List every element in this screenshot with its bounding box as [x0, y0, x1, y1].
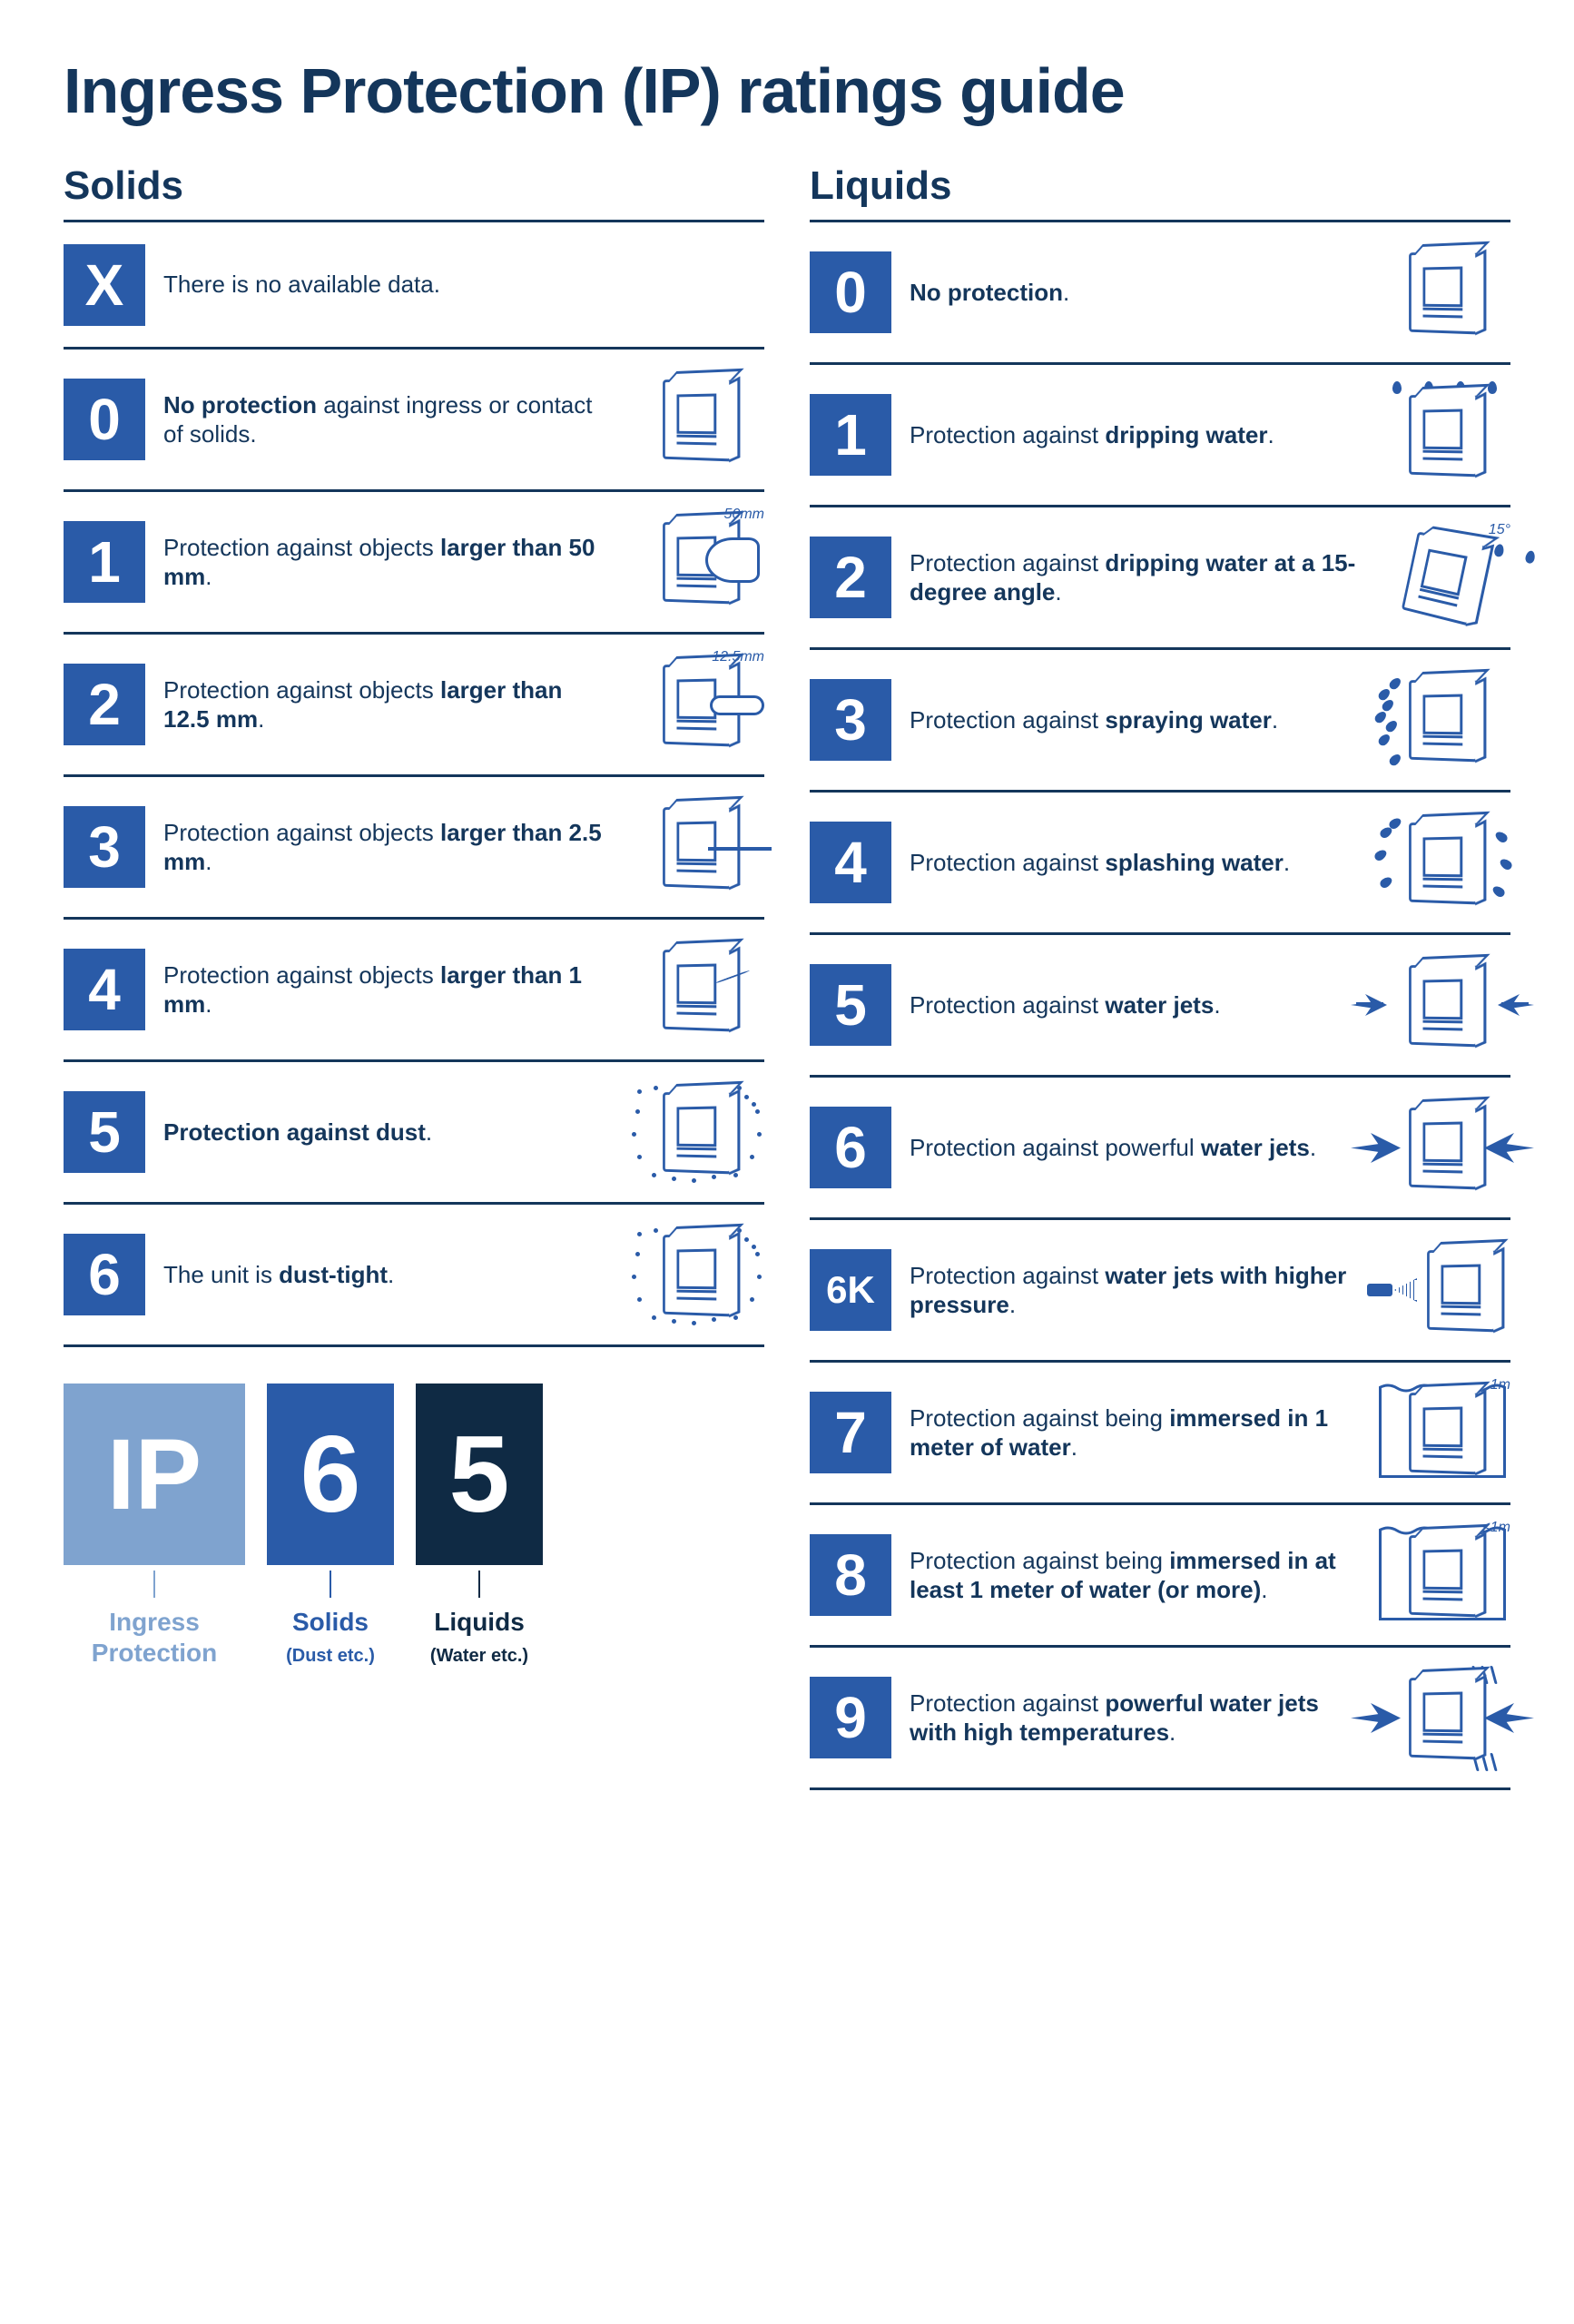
liquids-header: Liquids	[810, 163, 1510, 222]
rating-row: 9 Protection against powerful water jets …	[810, 1648, 1510, 1790]
rating-illustration	[628, 940, 764, 1039]
rating-badge: 6	[64, 1234, 145, 1315]
rating-badge: 1	[64, 521, 145, 603]
rating-badge: 5	[810, 964, 891, 1046]
rating-illustration	[1374, 812, 1510, 912]
legend-liquids: 5 Liquids(Water etc.)	[416, 1384, 543, 1668]
rating-illustration	[1374, 1098, 1510, 1197]
page-title: Ingress Protection (IP) ratings guide	[64, 54, 1510, 127]
rating-desc: Protection against dripping water.	[910, 420, 1356, 450]
rating-desc: Protection against water jets with highe…	[910, 1261, 1356, 1320]
rating-badge: 2	[810, 537, 891, 618]
rating-illustration	[1374, 955, 1510, 1055]
rating-row: 2 Protection against dripping water at a …	[810, 507, 1510, 650]
rating-badge: 4	[64, 949, 145, 1030]
rating-row: 5 Protection against water jets.	[810, 935, 1510, 1078]
rating-badge: 0	[810, 251, 891, 333]
rating-row: 6 Protection against powerful water jets.	[810, 1078, 1510, 1220]
rating-illustration	[628, 797, 764, 897]
rating-desc: Protection against water jets.	[910, 990, 1356, 1020]
rating-illustration	[1374, 670, 1510, 770]
rating-row: 5 Protection against dust.	[64, 1062, 764, 1205]
rating-illustration: 50mm	[628, 512, 764, 612]
rating-desc: Protection against objects larger than 5…	[163, 533, 610, 592]
liquids-column: Liquids 0 No protection. 1 Protection again…	[810, 163, 1510, 1790]
rating-badge: 8	[810, 1534, 891, 1616]
rating-row: 1 Protection against dripping water.	[810, 365, 1510, 507]
solids-header: Solids	[64, 163, 764, 222]
rating-desc: Protection against spraying water.	[910, 705, 1356, 735]
legend-liquids-label: Liquids(Water etc.)	[416, 1607, 543, 1668]
rating-row: 4 Protection against splashing water.	[810, 793, 1510, 935]
rating-row: 4 Protection against objects larger than …	[64, 920, 764, 1062]
legend-solids-label: Solids(Dust etc.)	[267, 1607, 394, 1668]
rating-row: 3 Protection against spraying water.	[810, 650, 1510, 793]
rating-desc: No protection.	[910, 278, 1356, 308]
rating-desc: Protection against being immersed in 1 m…	[910, 1403, 1356, 1462]
rating-illustration: ≤1m	[1374, 1525, 1510, 1625]
rating-desc: Protection against objects larger than 2…	[163, 818, 610, 877]
rating-desc: There is no available data.	[163, 270, 764, 300]
legend-ip: IP IngressProtection	[64, 1384, 245, 1668]
rating-illustration: 12.5mm	[628, 655, 764, 754]
rating-illustration	[1374, 385, 1510, 485]
legend-solids-box: 6	[267, 1384, 394, 1565]
rating-desc: Protection against splashing water.	[910, 848, 1356, 878]
rating-desc: Protection against objects larger than 1…	[163, 960, 610, 1019]
rating-row: 8 Protection against being immersed in at…	[810, 1505, 1510, 1648]
rating-badge: 1	[810, 394, 891, 476]
rating-illustration	[1374, 242, 1510, 342]
rating-badge: 7	[810, 1392, 891, 1473]
rating-row: 2 Protection against objects larger than …	[64, 635, 764, 777]
legend-ip-line	[153, 1571, 155, 1598]
rating-illustration: 1m	[1374, 1383, 1510, 1482]
legend-liquids-box: 5	[416, 1384, 543, 1565]
rating-badge: 0	[64, 379, 145, 460]
rating-row: 6K Protection against water jets with hig…	[810, 1220, 1510, 1363]
solids-column: Solids X There is no available data. 0 No p…	[64, 163, 764, 1790]
rating-desc: No protection against ingress or contact…	[163, 390, 610, 449]
rating-row: 7 Protection against being immersed in 1 …	[810, 1363, 1510, 1505]
rating-row: 0 No protection.	[810, 222, 1510, 365]
rating-badge: 4	[810, 822, 891, 903]
rating-row: 6 The unit is dust-tight.	[64, 1205, 764, 1347]
rating-desc: The unit is dust-tight.	[163, 1260, 610, 1290]
rating-desc: Protection against powerful water jets w…	[910, 1689, 1356, 1748]
rating-illustration: 15°	[1374, 527, 1510, 627]
rating-desc: Protection against dripping water at a 1…	[910, 548, 1356, 607]
columns-wrap: Solids X There is no available data. 0 No p…	[64, 163, 1510, 1790]
legend-liquids-line	[478, 1571, 480, 1598]
rating-illustration	[628, 1225, 764, 1324]
rating-illustration	[628, 369, 764, 469]
legend-solids-line	[330, 1571, 331, 1598]
rating-desc: Protection against being immersed in at …	[910, 1546, 1356, 1605]
rating-desc: Protection against objects larger than 1…	[163, 675, 610, 734]
rating-badge: 6	[810, 1107, 891, 1188]
legend-ip-label: IngressProtection	[64, 1607, 245, 1668]
rating-desc: Protection against dust.	[163, 1118, 610, 1147]
rating-row: X There is no available data.	[64, 222, 764, 350]
rating-badge: 6K	[810, 1249, 891, 1331]
legend-ip-box: IP	[64, 1384, 245, 1565]
rating-desc: Protection against powerful water jets.	[910, 1133, 1356, 1163]
rating-row: 1 Protection against objects larger than …	[64, 492, 764, 635]
rating-row: 0 No protection against ingress or contac…	[64, 350, 764, 492]
rating-badge: 5	[64, 1091, 145, 1173]
rating-badge: 3	[810, 679, 891, 761]
rating-illustration	[628, 1082, 764, 1182]
rating-illustration	[1374, 1668, 1510, 1768]
rating-row: 3 Protection against objects larger than …	[64, 777, 764, 920]
legend-solids: 6 Solids(Dust etc.)	[267, 1384, 394, 1668]
rating-badge: X	[64, 244, 145, 326]
rating-illustration	[1374, 1240, 1510, 1340]
ip-legend: IP IngressProtection 6 Solids(Dust etc.)…	[64, 1356, 764, 1668]
rating-badge: 3	[64, 806, 145, 888]
rating-badge: 9	[810, 1677, 891, 1758]
rating-badge: 2	[64, 664, 145, 745]
